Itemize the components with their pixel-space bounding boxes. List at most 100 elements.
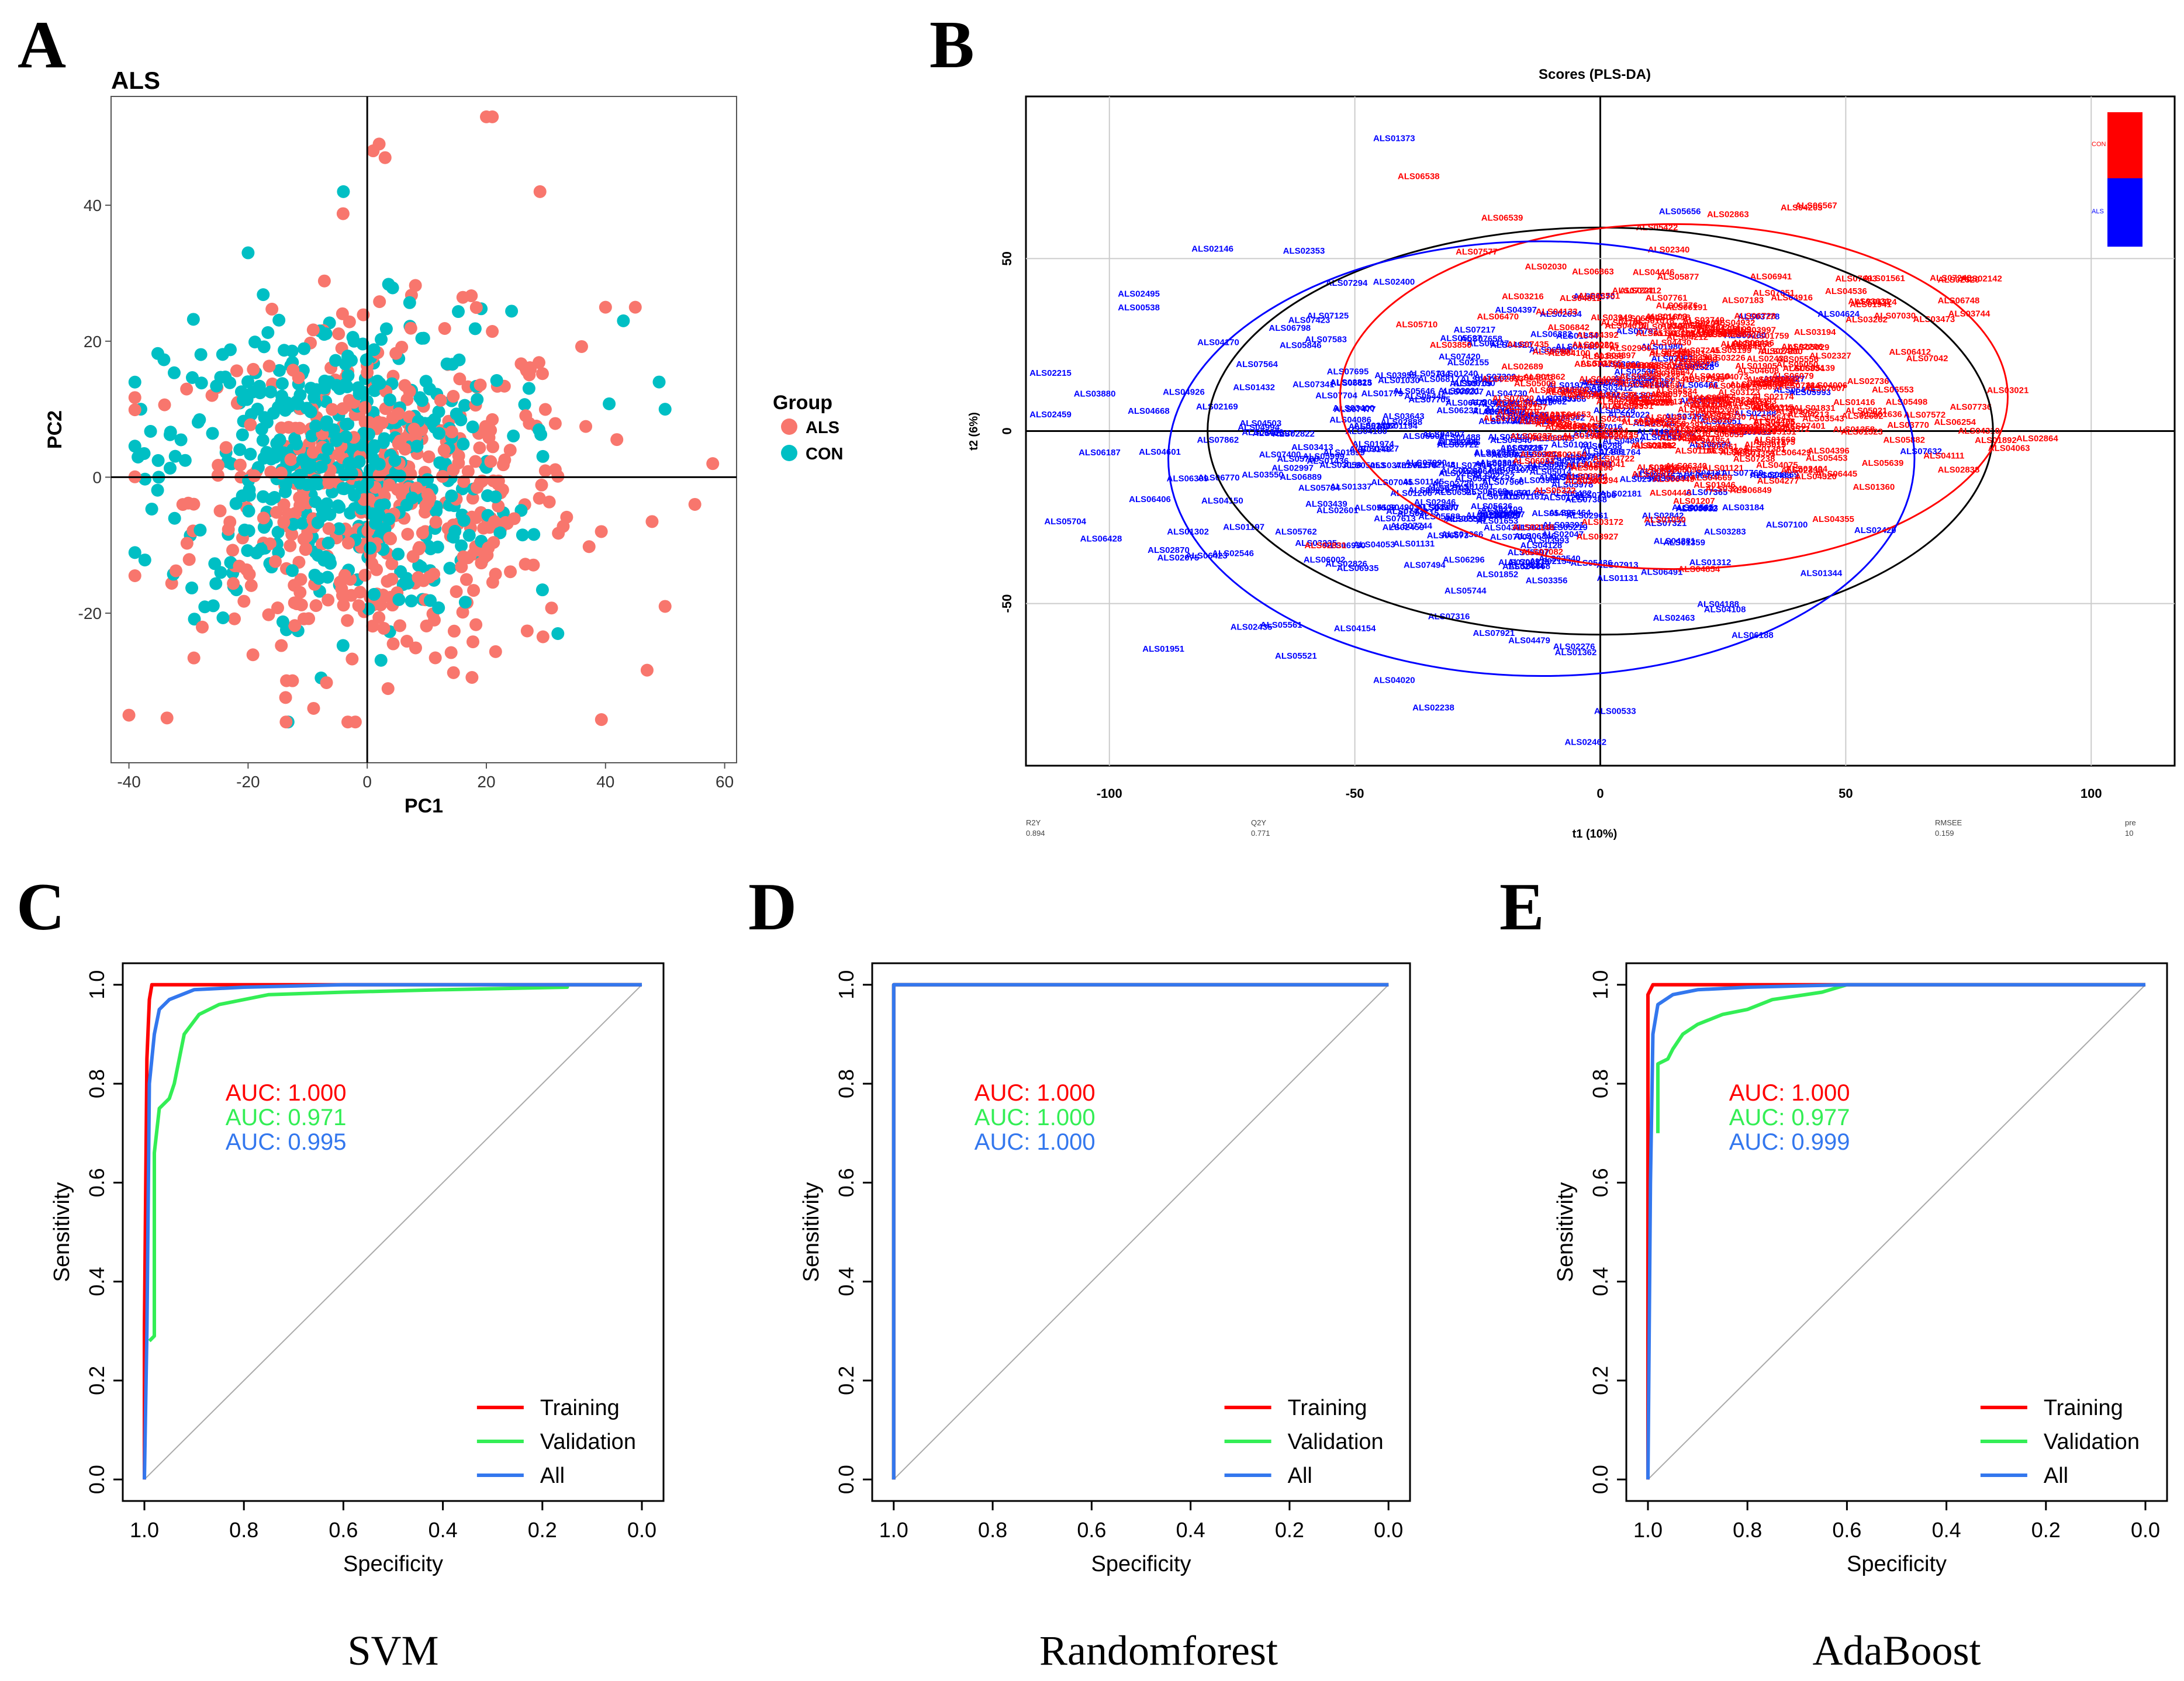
panel-a-point-con — [516, 528, 529, 542]
panel-b-sample-label-con: ALS03493 — [1734, 397, 1777, 407]
panel-b-sample-label-con: ALS01069 — [1528, 416, 1570, 426]
panel-a-point-als — [169, 564, 182, 577]
panel-b-sample-label-con: ALS07767 — [1720, 339, 1763, 349]
panel-b-sample-label-con: ALS07183 — [1722, 296, 1764, 306]
panel-b-sample-label-con: ALS05067 — [1776, 407, 1818, 417]
panel-a-point-con — [305, 429, 319, 442]
panel-e-xtick-label: 0.0 — [2131, 1518, 2160, 1542]
panel-b-sample-label-als: ALS05475 — [1539, 473, 1581, 483]
panel-a-point-con — [293, 476, 307, 490]
panel-b-sample-label-als: ALS04086 — [1329, 415, 1371, 425]
panel-b-sample-label-als: ALS02353 — [1283, 246, 1325, 256]
panel-d-xtick-label: 0.8 — [978, 1518, 1007, 1542]
panel-b-sample-label-con: ALS06033 — [1513, 456, 1555, 466]
panel-a-point-con — [296, 453, 309, 466]
panel-a-point-als — [279, 715, 293, 729]
panel-a-point-als — [486, 576, 499, 589]
panel-b-ytick-label: -50 — [1000, 594, 1014, 613]
panel-a-point-als — [244, 418, 257, 431]
panel-e-legend-label-training: Training — [2044, 1396, 2123, 1420]
panel-b-sample-label-con: ALS03172 — [1581, 517, 1623, 527]
panel-d-xtick-label: 0.2 — [1275, 1518, 1304, 1542]
panel-b-sample-label-con: ALS04446 — [1633, 268, 1675, 278]
panel-b-sample-label-con: ALS01831 — [1793, 403, 1836, 413]
panel-b-sample-label-con: ALS04425 — [1753, 417, 1795, 427]
panel-a-point-con — [522, 382, 535, 395]
panel-b-sample-label-als: ALS04397 — [1495, 305, 1537, 315]
panel-b-sample-label-con: ALS01207 — [1673, 496, 1715, 506]
panel-b-sample-label-con: ALS02396 — [1697, 407, 1739, 417]
panel-b-sample-label-con: ALS05131 — [1754, 427, 1796, 437]
panel-a-point-als — [358, 569, 372, 582]
panel-a-point-als — [176, 498, 189, 511]
panel-b-sample-label-con: ALS02883 — [1637, 463, 1679, 473]
panel-b-sample-label-als: ALS02047 — [1542, 530, 1584, 539]
panel-a-legend-con-marker — [781, 445, 797, 461]
panel-b-sample-label-con: ALS03563 — [1602, 402, 1644, 411]
panel-b-sample-label-als: ALS07564 — [1236, 359, 1278, 369]
panel-b-stat-name: R2Y — [1026, 818, 1041, 827]
panel-b-sample-label-als: ALS04793 — [1507, 410, 1549, 420]
panel-b-sample-label-con: ALS04006 — [1805, 381, 1847, 390]
panel-b-xlabel: t1 (10%) — [1573, 828, 1618, 840]
panel-b-sample-label-als: ALS01145 — [1402, 477, 1444, 487]
panel-b-sample-label-als: ALS02155 — [1447, 358, 1489, 368]
panel-a-points — [122, 110, 720, 729]
panel-a-point-als — [658, 600, 672, 613]
panel-b-sample-label-als: ALS01980 — [1641, 342, 1683, 352]
panel-b-sample-label-als: ALS02634 — [1540, 309, 1582, 319]
panel-b-sample-label-als: ALS05474 — [1774, 385, 1816, 395]
panel-b-sample-label-als: ALS06002 — [1304, 555, 1346, 565]
panel-a-point-con — [233, 443, 247, 456]
panel-b-sample-label-con: ALS03240 — [1705, 484, 1747, 494]
panel-a-plot-border — [110, 96, 737, 763]
panel-a-point-con — [257, 288, 270, 302]
panel-a-point-als — [486, 325, 499, 338]
panel-a-ytick-label: 40 — [84, 196, 102, 215]
panel-a-point-als — [180, 537, 193, 550]
panel-letter-a: A — [18, 8, 66, 82]
panel-b-sample-label-con: ALS01759 — [1747, 331, 1789, 341]
panel-a-point-als — [535, 478, 548, 492]
panel-b-sample-label-con: ALS07245 — [1678, 346, 1720, 356]
panel-a-point-als — [688, 497, 701, 511]
panel-a-point-als — [461, 551, 475, 565]
panel-a-point-als — [343, 315, 356, 328]
panel-b-sample-label-con: ALS06105 — [1754, 417, 1796, 427]
panel-b-sample-label: ALS04188 — [1697, 600, 1739, 610]
panel-b-sample-label-con: ALS06490 — [1694, 424, 1736, 434]
panel-b-sample-label: ALS05561 — [1260, 620, 1302, 630]
panel-b-sample-label-als: ALS06573 — [1427, 531, 1469, 541]
panel-b-sample-label-con: ALS04429 — [1563, 421, 1605, 431]
panel-a-point-con — [378, 432, 391, 445]
panel-e-diagonal — [1647, 984, 2146, 1480]
panel-a-point-con — [290, 437, 303, 451]
panel-a-point-con — [257, 490, 270, 503]
panel-a-point-con — [236, 428, 249, 441]
panel-b-sample-label-con: ALS06130 — [1703, 423, 1746, 433]
panel-b-sample-label-als: ALS01197 — [1223, 522, 1264, 532]
panel-d-auc-all: AUC: 1.000 — [974, 1129, 1096, 1155]
panel-a-point-con — [186, 313, 200, 326]
panel-a-point-als — [274, 466, 288, 480]
panel-a-point-als — [393, 434, 407, 448]
panel-a-point-con — [362, 427, 375, 441]
panel-a-point-con — [168, 449, 182, 463]
panel-b-sample-label-con: ALS06283 — [1757, 377, 1799, 387]
panel-a-point-con — [365, 507, 379, 520]
panel-b-sample-label-con: ALS02445 — [1683, 319, 1725, 328]
panel-a-point-con — [382, 513, 396, 526]
panel-b-sample-label: ALS02864 — [2016, 434, 2058, 444]
panel-c-auc-training: AUC: 1.000 — [226, 1080, 347, 1106]
panel-b-sample-label-con: ALS07106 — [1684, 400, 1726, 410]
panel-b-sample-label-als: ALS02929 — [1500, 444, 1542, 454]
panel-b-sample-label-con: ALS04653 — [1549, 410, 1591, 420]
panel-e-ytick-label: 1.0 — [1588, 970, 1612, 999]
panel-b-sample-label-con: ALS04430 — [1650, 338, 1692, 348]
panel-b-sample-label: ALS06748 — [1938, 296, 1980, 306]
panel-a-point-als — [270, 506, 284, 519]
panel-b-sample-label-con: ALS01156 — [1675, 446, 1716, 456]
panel-a-point-als — [389, 347, 403, 360]
panel-d-ytick-label: 0.4 — [834, 1267, 858, 1296]
panel-b-sample-label-con: ALS03262 — [1846, 314, 1888, 324]
